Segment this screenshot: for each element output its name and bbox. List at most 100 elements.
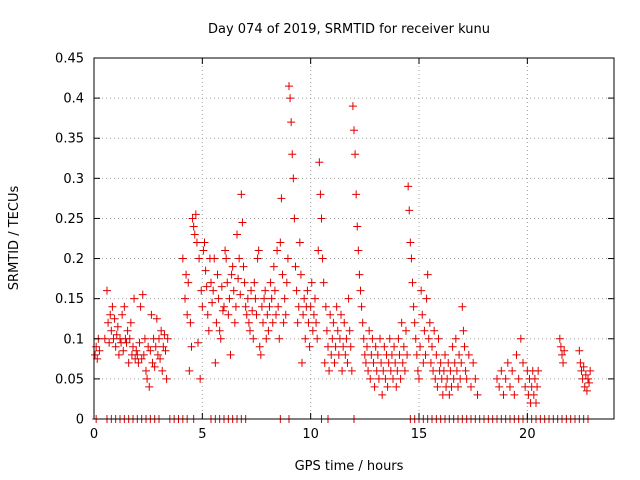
data-point xyxy=(301,334,310,343)
data-point xyxy=(257,302,266,311)
data-point xyxy=(457,358,466,367)
data-point xyxy=(216,334,225,343)
data-point xyxy=(325,366,334,375)
data-point xyxy=(188,214,197,223)
data-point xyxy=(391,358,400,367)
data-point xyxy=(508,366,517,375)
data-point xyxy=(146,346,155,355)
data-point xyxy=(575,346,584,355)
data-point xyxy=(244,318,253,327)
data-point xyxy=(327,350,336,359)
data-point xyxy=(424,334,433,343)
data-point xyxy=(397,318,406,327)
data-point xyxy=(263,310,272,319)
data-point xyxy=(155,334,163,343)
data-point xyxy=(343,358,352,367)
data-point xyxy=(313,334,322,343)
data-point xyxy=(402,326,410,335)
data-point xyxy=(163,334,172,343)
data-point xyxy=(293,318,302,327)
data-point xyxy=(460,342,469,351)
data-point xyxy=(223,278,232,287)
data-point xyxy=(196,374,205,383)
data-point xyxy=(288,150,297,159)
data-point xyxy=(91,350,100,359)
grid xyxy=(94,58,614,419)
data-point xyxy=(275,334,284,343)
data-point xyxy=(211,358,220,367)
data-point xyxy=(255,342,264,351)
data-point xyxy=(100,334,109,343)
data-point xyxy=(458,302,467,311)
data-point xyxy=(242,310,251,319)
data-point xyxy=(381,374,390,383)
data-point xyxy=(150,362,159,371)
data-point xyxy=(368,334,377,343)
data-point xyxy=(314,246,323,255)
data-point xyxy=(389,374,397,383)
data-point xyxy=(277,194,286,203)
data-point xyxy=(195,254,204,263)
data-point xyxy=(398,358,407,367)
data-point xyxy=(358,318,367,327)
data-point xyxy=(125,334,134,343)
data-point xyxy=(423,270,432,279)
data-point xyxy=(264,326,273,335)
data-point xyxy=(203,310,212,319)
data-point xyxy=(290,214,299,223)
data-point xyxy=(158,366,167,375)
data-point xyxy=(459,326,468,335)
data-point xyxy=(380,342,389,351)
data-point xyxy=(580,382,589,391)
data-point xyxy=(417,286,426,295)
data-point xyxy=(259,318,267,327)
data-point xyxy=(236,290,245,299)
data-point xyxy=(328,334,337,343)
data-point xyxy=(339,342,348,351)
data-point xyxy=(411,334,420,343)
data-point xyxy=(145,382,154,391)
data-point xyxy=(448,342,457,351)
data-point xyxy=(269,262,278,271)
data-point xyxy=(289,174,298,183)
data-point xyxy=(247,286,256,295)
data-point xyxy=(512,350,521,359)
data-point xyxy=(471,374,480,383)
data-point xyxy=(406,238,415,247)
data-point xyxy=(529,390,538,399)
data-point xyxy=(347,366,356,375)
data-point xyxy=(266,278,275,287)
data-point xyxy=(306,302,315,311)
data-point xyxy=(295,238,304,247)
data-point xyxy=(134,358,143,367)
data-point xyxy=(312,318,321,327)
data-point xyxy=(256,350,265,359)
data-point xyxy=(160,330,169,339)
data-point xyxy=(243,294,252,303)
y-axis: 0 0.05 0.1 0.15 0.2 0.25 0.3 0.35 0.4 0.45 xyxy=(55,52,614,428)
data-point xyxy=(229,286,238,295)
data-point xyxy=(225,294,234,303)
data-point xyxy=(342,334,351,343)
data-point xyxy=(324,342,332,351)
data-point xyxy=(332,302,341,311)
data-point xyxy=(287,118,296,127)
data-point xyxy=(419,358,428,367)
data-point xyxy=(208,298,217,307)
data-point xyxy=(418,310,427,319)
data-point xyxy=(337,310,345,319)
data-point xyxy=(320,358,329,367)
data-point xyxy=(199,246,208,255)
y-tick-label: 0.3 xyxy=(63,172,84,187)
data-point xyxy=(416,342,425,351)
data-point xyxy=(533,382,542,391)
data-point xyxy=(436,358,445,367)
data-point xyxy=(272,310,280,319)
data-point xyxy=(143,374,152,383)
data-point xyxy=(233,230,241,239)
data-point xyxy=(369,358,378,367)
data-point xyxy=(276,238,285,247)
data-point xyxy=(361,358,370,367)
data-point xyxy=(365,326,374,335)
data-point xyxy=(506,382,514,391)
